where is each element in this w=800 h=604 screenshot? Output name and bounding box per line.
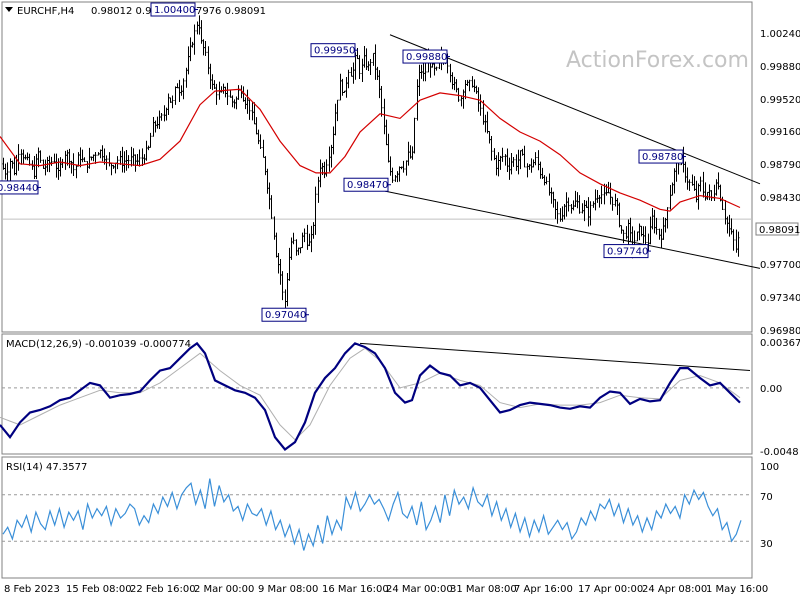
callout-box (310, 43, 356, 58)
x-tick-label: 31 Mar 08:00 (450, 584, 517, 595)
y-tick-label: 0.99880 (760, 62, 800, 73)
callout-label: 1.00400 (154, 5, 195, 16)
x-tick-label: 8 Feb 2023 (4, 584, 60, 595)
price-callout: 0.98470 (343, 177, 391, 192)
callout-label: 0.97040 (265, 310, 306, 321)
callout-label: 0.99950 (314, 46, 355, 57)
x-tick-label: 24 Mar 00:00 (386, 584, 453, 595)
price-callouts: 1.00400 0.99950 0.99880 0.98780 0.98440 0.984… (0, 2, 686, 322)
x-tick-label: 15 Feb 08:00 (66, 584, 132, 595)
callout-label: 0.98780 (642, 152, 683, 163)
callout-label: 0.98470 (347, 180, 388, 191)
watermark: ActionForex.com (566, 48, 749, 73)
callout-label: 0.97740 (607, 247, 648, 258)
callout-box (603, 244, 649, 259)
x-tick-label: 17 Apr 00:00 (578, 584, 643, 595)
y-tick-label: -0.0048 (760, 447, 799, 458)
price-title: EURCHF,H4 (17, 6, 74, 17)
macd-plot (0, 341, 752, 452)
collapse-triangle-icon[interactable] (5, 7, 13, 12)
price-callout: 0.98440 (0, 180, 41, 195)
rsi-title: RSI(14) 47.3577 (6, 462, 87, 473)
y-tick-label: 0.99160 (760, 127, 800, 138)
x-tick-label: 22 Feb 16:00 (130, 584, 196, 595)
callout-box (261, 307, 307, 322)
y-tick-label: 30 (760, 539, 773, 550)
rsi-line (2, 478, 742, 551)
price-callout: 0.97740 (603, 244, 651, 259)
callout-box (150, 2, 196, 17)
last-price-label: 0.98091 (759, 225, 800, 236)
price-plot (0, 15, 761, 311)
x-tick-label: 24 Apr 08:00 (642, 584, 707, 595)
callout-label: 0.98440 (0, 183, 38, 194)
price-panel-frame (1, 1, 753, 333)
x-tick-label: 2 Mar 00:00 (194, 584, 254, 595)
price-callout: 0.97040 (261, 307, 309, 322)
y-tick-label: 70 (760, 492, 773, 503)
y-tick-label: 0.96980 (760, 326, 800, 337)
price-y-axis: 1.00240 0.99880 0.99520 0.99160 0.98790 … (760, 29, 800, 337)
macd-line (0, 341, 741, 452)
last-price-badge (755, 222, 799, 236)
y-tick-label: 0.98790 (760, 160, 800, 171)
callout-box (638, 149, 684, 164)
x-tick-label: 16 Mar 16:00 (322, 584, 389, 595)
y-tick-label: 0.98430 (760, 193, 800, 204)
macd-y-axis: 0.003679 0.00 -0.0048 (760, 338, 800, 458)
y-tick-label: 0.003679 (760, 338, 800, 349)
rsi-y-axis: 100 70 30 (760, 462, 779, 550)
price-callout: 0.99880 (402, 49, 450, 64)
x-tick-label: 1 May 16:00 (706, 584, 768, 595)
rsi-panel-frame (1, 456, 753, 579)
macd-trendline (359, 342, 751, 372)
price-callout: 0.99950 (310, 43, 358, 58)
callout-box (0, 180, 39, 195)
time-axis: 8 Feb 2023 15 Feb 08:00 22 Feb 16:00 2 M… (4, 584, 768, 595)
y-tick-label: 0.00 (760, 384, 782, 395)
rsi-plot (2, 478, 752, 551)
callout-box (402, 49, 448, 64)
y-tick-label: 0.97700 (760, 260, 800, 271)
macd-title: MACD(12,26,9) -0.001039 -0.000774 (6, 339, 191, 350)
y-tick-label: 100 (760, 462, 779, 473)
x-tick-label: 7 Apr 16:00 (514, 584, 573, 595)
channel-lower-line (384, 190, 761, 269)
callout-label: 0.99880 (406, 52, 447, 63)
moving-average-line (0, 88, 741, 212)
y-tick-label: 0.97340 (760, 293, 800, 304)
callout-box (343, 177, 389, 192)
channel-upper-line (389, 34, 761, 185)
y-tick-label: 1.00240 (760, 29, 800, 40)
macd-panel-frame (1, 333, 753, 455)
price-callout: 1.00400 (150, 2, 198, 17)
y-tick-label: 0.99520 (760, 95, 800, 106)
price-callout: 0.98780 (638, 149, 686, 164)
x-tick-label: 9 Mar 08:00 (258, 584, 318, 595)
